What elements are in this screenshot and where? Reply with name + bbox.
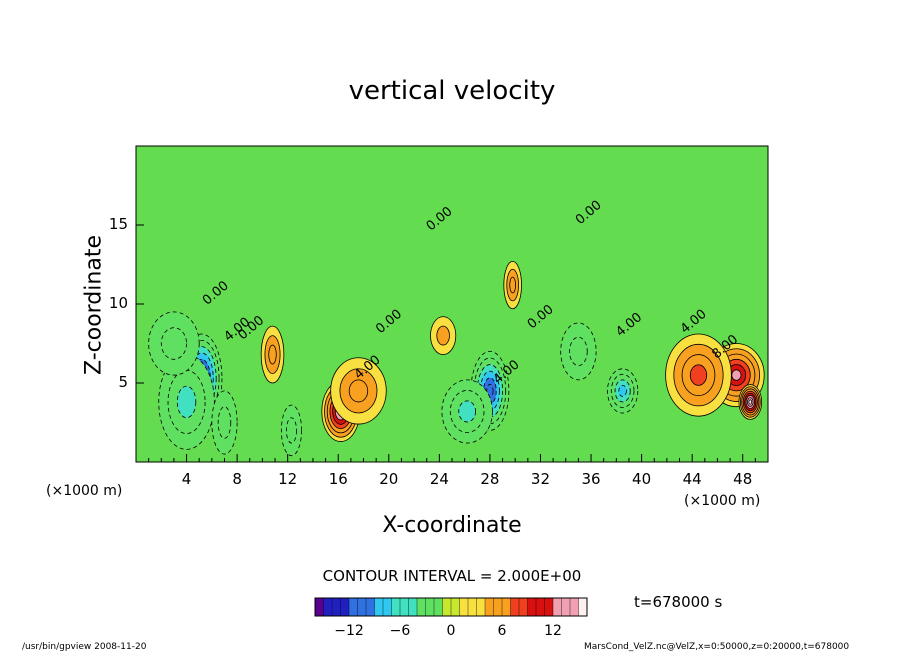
contour-band-15-3 — [689, 364, 708, 386]
time-label: t=678000 s — [634, 593, 723, 611]
x-tick-label-5: 24 — [429, 470, 449, 488]
colorbar-tick-1: −6 — [389, 623, 411, 639]
contour-band-10-2 — [458, 400, 476, 423]
colorbar — [314, 597, 588, 617]
x-tick-label-11: 48 — [733, 470, 753, 488]
contour-band-1-2 — [176, 385, 197, 419]
colorbar-swatch-16 — [451, 598, 460, 616]
x-tick-label-1: 8 — [232, 470, 242, 488]
colorbar-swatch-26 — [536, 598, 545, 616]
colorbar-swatch-5 — [357, 598, 367, 616]
y-axis-label: Z-coordinate — [81, 235, 107, 375]
colorbar-swatch-18 — [468, 598, 477, 616]
colorbar-swatch-6 — [366, 598, 375, 616]
contour-band-11-2 — [509, 276, 517, 294]
x-tick-label-9: 40 — [632, 470, 652, 488]
contour-band-4-2 — [268, 344, 277, 365]
x-tick-label-0: 4 — [181, 470, 192, 488]
contour-band-12-1 — [569, 336, 588, 367]
colorbar-tick-0: −12 — [334, 623, 364, 639]
colorbar-swatch-14 — [434, 598, 443, 616]
colorbar-swatch-20 — [485, 598, 494, 616]
colorbar-swatch-3 — [340, 598, 350, 616]
colorbar-swatch-27 — [544, 598, 554, 616]
colorbar-tick-2: 0 — [446, 623, 456, 639]
colorbar-swatch-21 — [493, 598, 503, 616]
contour-fill-layer — [148, 260, 765, 457]
colorbar-tick-3: 6 — [497, 623, 507, 639]
colorbar-swatch-28 — [553, 598, 562, 616]
x-unit-label-left: (×1000 m) — [46, 483, 123, 499]
y-tick-label-1: 10 — [108, 294, 128, 312]
colorbar-swatch-22 — [502, 598, 511, 616]
colorbar-swatch-2 — [332, 598, 341, 616]
colorbar-swatch-0 — [315, 598, 324, 616]
colorbar-frame — [314, 597, 588, 617]
colorbar-swatch-23 — [510, 598, 520, 616]
axis-ticks — [136, 224, 756, 462]
x-tick-label-6: 28 — [480, 470, 500, 488]
colorbar-swatch-9 — [391, 598, 401, 616]
colorbar-swatch-13 — [425, 598, 435, 616]
x-tick-label-2: 12 — [278, 470, 298, 488]
colorbar-swatch-8 — [383, 598, 392, 616]
colorbar-swatch-11 — [408, 598, 418, 616]
contour-band-16-7 — [748, 399, 753, 405]
contour-band-2-1 — [160, 327, 187, 360]
contour-band-13-3 — [618, 384, 627, 397]
colorbar-swatch-17 — [459, 598, 469, 616]
x-tick-label-7: 32 — [530, 470, 551, 488]
colorbar-swatch-29 — [561, 598, 571, 616]
contour-interval-label: CONTOUR INTERVAL = 2.000E+00 — [322, 567, 582, 585]
contour-band-3-1 — [217, 406, 232, 439]
x-tick-label-10: 44 — [682, 470, 702, 488]
chart-title: vertical velocity — [348, 76, 556, 106]
colorbar-swatch-4 — [349, 598, 358, 616]
colorbar-tick-4: 12 — [544, 623, 562, 639]
x-axis-label: X-coordinate — [382, 513, 522, 538]
colorbar-swatch-12 — [417, 598, 426, 616]
footer-right: MarsCond_VelZ.nc@VelZ,x=0:50000,z=0:2000… — [584, 642, 850, 652]
colorbar-swatch-1 — [323, 598, 333, 616]
colorbar-swatch-19 — [476, 598, 486, 616]
colorbar-swatch-15 — [442, 598, 452, 616]
y-tick-label-2: 15 — [108, 215, 128, 233]
colorbar-swatch-24 — [519, 598, 528, 616]
contour-band-14-5 — [731, 369, 742, 381]
x-tick-label-8: 36 — [581, 470, 601, 488]
contour-band-8-1 — [436, 325, 450, 346]
y-tick-label-0: 5 — [118, 373, 128, 391]
x-tick-label-4: 20 — [379, 470, 399, 488]
colorbar-swatch-10 — [400, 598, 409, 616]
colorbar-swatch-30 — [570, 598, 579, 616]
contour-band-7-2 — [348, 379, 369, 403]
colorbar-swatch-31 — [578, 598, 588, 616]
colorbar-swatch-7 — [374, 598, 384, 616]
x-unit-label: (×1000 m) — [684, 493, 761, 509]
footer-left: /usr/bin/gpview 2008-11-20 — [22, 642, 147, 652]
x-tick-label-3: 16 — [328, 470, 348, 488]
colorbar-swatch-25 — [527, 598, 537, 616]
contour-band-5-1 — [286, 417, 297, 444]
